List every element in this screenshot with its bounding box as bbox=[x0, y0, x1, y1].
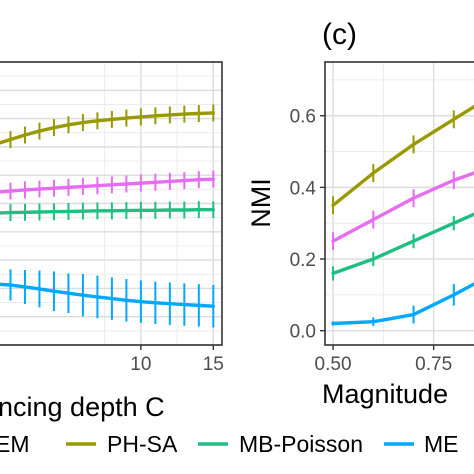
series-line bbox=[0, 177, 216, 194]
x-tick-label: 0.75 bbox=[415, 354, 452, 375]
legend-entry-me: ME bbox=[384, 431, 459, 457]
panel-c-grid bbox=[325, 62, 474, 345]
series-ph-sa bbox=[331, 104, 474, 215]
panel-c-ylabel: NMI bbox=[246, 178, 276, 228]
y-tick-label: 0.0 bbox=[290, 322, 316, 343]
y-tick-label: 0.4 bbox=[290, 178, 317, 199]
panel-c: (c) 0.50 0.75 0.0 0.2 0.4 0.6 NMI Magnitude bbox=[246, 18, 474, 409]
panel-c-background bbox=[325, 62, 474, 345]
legend-label: ME bbox=[424, 431, 459, 457]
panel-c-label: (c) bbox=[322, 18, 357, 51]
panel-b-border bbox=[0, 61, 223, 346]
legend-label: MB-Poisson bbox=[239, 431, 363, 457]
y-tick-label: 0.2 bbox=[290, 250, 316, 271]
series-line bbox=[0, 111, 216, 145]
x-tick-label: 0.50 bbox=[315, 354, 352, 375]
legend-label: EM bbox=[0, 431, 30, 457]
series-mb-poisson bbox=[331, 212, 474, 281]
legend-entry-ph-sa: PH-SA bbox=[66, 431, 178, 457]
series-series-1 bbox=[331, 171, 474, 251]
panel-b-series bbox=[0, 104, 216, 328]
panel-c-xlabel: Magnitude bbox=[322, 379, 448, 409]
legend-entry-em: EM bbox=[0, 431, 30, 457]
series-line bbox=[0, 282, 216, 308]
legend-entry-mb-poisson: MB-Poisson bbox=[198, 431, 363, 457]
y-tick-label: 0.6 bbox=[290, 107, 316, 128]
panel-c-border bbox=[324, 61, 474, 346]
legend: EM PH-SA MB-Poisson ME bbox=[0, 431, 459, 457]
series-mb bbox=[0, 269, 216, 328]
legend-label: PH-SA bbox=[107, 431, 178, 457]
series-mb-poisson bbox=[0, 201, 216, 222]
x-tick-label: 10 bbox=[130, 354, 151, 375]
series-series-1 bbox=[0, 170, 216, 200]
series-mb bbox=[331, 282, 474, 327]
series-ph-sa bbox=[0, 104, 216, 149]
panel-b-axes: 10 15 bbox=[0, 61, 224, 375]
panel-c-axes: 0.50 0.75 0.0 0.2 0.4 0.6 bbox=[290, 61, 474, 375]
x-tick-label: 15 bbox=[203, 354, 224, 375]
panel-b: 10 15 ncing depth C bbox=[0, 61, 224, 422]
panel-b-xlabel: ncing depth C bbox=[0, 392, 165, 422]
panel-c-series bbox=[331, 104, 474, 327]
series-line bbox=[0, 208, 216, 215]
